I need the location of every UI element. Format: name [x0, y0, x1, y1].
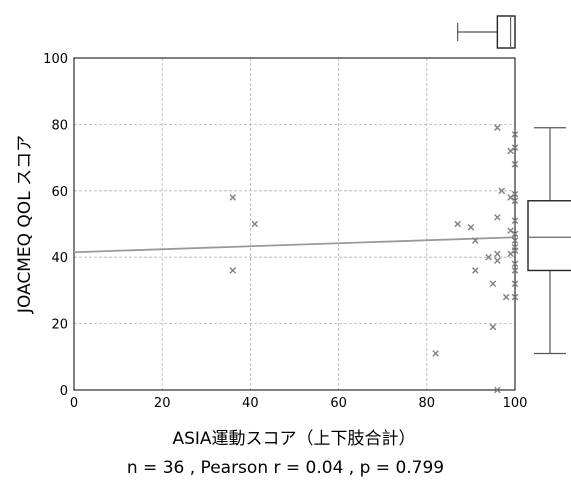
y-tick-label: 100 — [43, 52, 68, 67]
data-point — [511, 197, 519, 205]
y-tick-label: 40 — [51, 251, 68, 266]
data-point-stroke — [489, 323, 497, 331]
data-point — [489, 323, 497, 331]
data-point — [498, 187, 506, 195]
data-point — [489, 280, 497, 288]
data-point — [511, 217, 519, 224]
data-point — [494, 257, 501, 264]
boxplot-x-box — [496, 15, 516, 49]
data-point — [511, 260, 519, 268]
data-point — [507, 250, 514, 258]
y-axis-title: JOACMEQ QOL スコア — [15, 135, 35, 314]
data-point — [485, 253, 492, 261]
data-point — [472, 267, 479, 274]
data-point — [472, 237, 479, 244]
data-point-stroke — [511, 190, 519, 198]
points-layer — [229, 124, 519, 394]
data-point — [229, 267, 237, 274]
data-point-stroke — [511, 230, 519, 238]
data-point-stroke — [467, 224, 475, 231]
x-tick-label: 80 — [419, 396, 436, 411]
data-point-stroke — [507, 227, 514, 234]
data-point-stroke — [494, 257, 501, 264]
stats-summary: n = 36 , Pearson r = 0.04 , p = 0.799 — [126, 458, 445, 478]
data-point-stroke — [507, 194, 514, 201]
data-point-stroke — [251, 220, 259, 228]
data-point-stroke — [511, 144, 519, 151]
data-point-stroke — [485, 253, 492, 261]
boxplot-x — [457, 15, 516, 49]
data-point — [507, 227, 514, 234]
data-point — [511, 131, 519, 138]
data-point-stroke — [494, 214, 501, 221]
data-point-stroke — [489, 280, 497, 288]
data-point — [511, 293, 519, 301]
data-point — [494, 124, 501, 132]
data-point-stroke — [511, 217, 519, 224]
data-point — [502, 293, 510, 301]
x-tick-label: 40 — [242, 396, 259, 411]
data-point — [467, 224, 475, 231]
data-point — [507, 147, 514, 155]
data-point-stroke — [507, 147, 514, 155]
data-point — [454, 220, 461, 228]
data-point-stroke — [454, 220, 461, 228]
data-point-stroke — [494, 124, 501, 132]
data-point — [511, 247, 519, 254]
data-point-stroke — [511, 160, 519, 168]
data-point-stroke — [511, 247, 519, 254]
data-point — [511, 267, 519, 274]
data-point — [511, 237, 519, 244]
data-point-stroke — [229, 194, 237, 201]
data-point-stroke — [502, 293, 510, 301]
data-point-stroke — [511, 237, 519, 244]
x-tick-label: 20 — [154, 396, 171, 411]
x-tick-label: 0 — [70, 396, 78, 411]
data-point — [494, 250, 501, 258]
data-point-stroke — [511, 260, 519, 268]
tick-labels: 0 20 40 60 80 100 0 20 40 60 80 100 — [43, 52, 527, 411]
data-point — [511, 160, 519, 168]
y-tick-label: 60 — [51, 185, 68, 200]
fit-line-layer — [73, 236, 516, 254]
data-point-stroke — [511, 267, 519, 274]
grid — [73, 57, 516, 391]
x-tick-label: 60 — [330, 396, 347, 411]
data-point-stroke — [511, 197, 519, 205]
fit-line — [73, 236, 516, 254]
y-tick-label: 20 — [51, 318, 68, 333]
data-point — [511, 144, 519, 151]
data-point-stroke — [511, 131, 519, 138]
data-point-stroke — [511, 280, 519, 288]
boxplot-y — [527, 127, 571, 355]
data-point — [511, 230, 519, 238]
data-point-stroke — [507, 250, 514, 258]
plot-frame — [73, 57, 516, 391]
y-tick-label: 0 — [60, 384, 68, 399]
data-point — [494, 386, 501, 394]
data-point-stroke — [511, 293, 519, 301]
y-tick-label: 80 — [51, 118, 68, 133]
data-point-stroke — [432, 350, 439, 357]
boxplot-y-box — [527, 200, 571, 272]
x-tick-label: 100 — [503, 396, 528, 411]
data-point — [251, 220, 259, 228]
data-point-stroke — [229, 267, 237, 274]
data-point-stroke — [494, 386, 501, 394]
data-point-stroke — [472, 267, 479, 274]
data-point-stroke — [498, 187, 506, 195]
data-point-stroke — [494, 250, 501, 258]
x-axis-title: ASIA運動スコア（上下肢合計） — [172, 429, 415, 449]
data-point — [229, 194, 237, 201]
data-point — [432, 350, 439, 357]
data-point-stroke — [472, 237, 479, 244]
data-point — [507, 194, 514, 201]
data-point — [511, 190, 519, 198]
data-point — [494, 214, 501, 221]
data-point — [511, 280, 519, 288]
